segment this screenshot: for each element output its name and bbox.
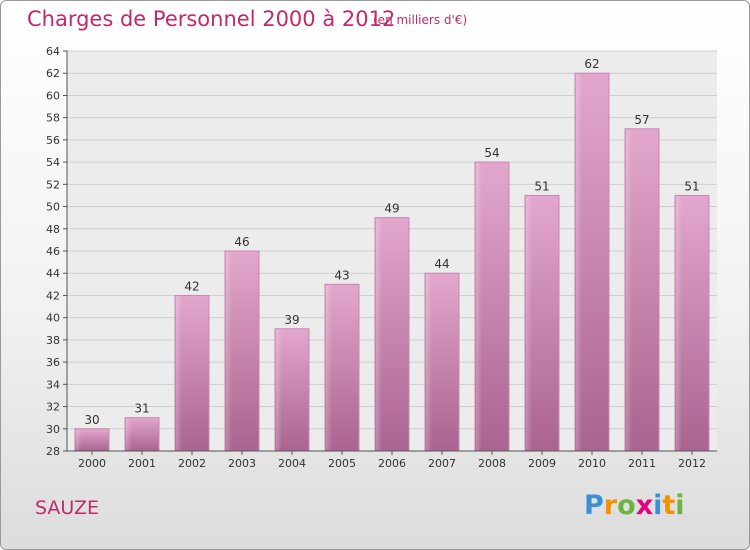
bar-highlight	[676, 196, 682, 450]
y-tick-label: 36	[46, 356, 60, 369]
bar-highlight	[126, 418, 132, 450]
data-label: 46	[234, 235, 249, 249]
logo-letter: i	[675, 490, 685, 521]
bar-highlight	[526, 196, 532, 450]
chart-title: Charges de Personnel 2000 à 2012	[27, 7, 396, 31]
x-tick-label: 2012	[678, 457, 706, 470]
data-label: 43	[334, 268, 349, 282]
data-label: 49	[384, 202, 399, 216]
y-tick-label: 48	[46, 223, 60, 236]
y-tick-label: 46	[46, 245, 60, 258]
x-tick-label: 2004	[278, 457, 306, 470]
y-tick-label: 58	[46, 112, 60, 125]
data-label: 42	[184, 279, 199, 293]
data-label: 62	[584, 57, 599, 71]
x-tick-label: 2011	[628, 457, 656, 470]
x-tick-label: 2007	[428, 457, 456, 470]
data-label: 44	[434, 257, 449, 271]
logo-letter: r	[603, 490, 618, 521]
logo-letter: o	[617, 490, 636, 521]
chart-subtitle: (en milliers d'€)	[373, 13, 468, 27]
y-tick-label: 40	[46, 312, 60, 325]
y-tick-label: 34	[46, 378, 60, 391]
bar-highlight	[226, 252, 232, 450]
x-tick-label: 2005	[328, 457, 356, 470]
x-tick-label: 2010	[578, 457, 606, 470]
bar-highlight	[76, 429, 82, 450]
x-tick-label: 2000	[78, 457, 106, 470]
y-tick-label: 44	[46, 267, 60, 280]
logo-letter: i	[653, 490, 663, 521]
bar-highlight	[376, 218, 382, 450]
y-tick-label: 42	[46, 289, 60, 302]
bar-highlight	[176, 296, 182, 450]
y-tick-label: 50	[46, 201, 60, 214]
y-tick-label: 56	[46, 134, 60, 147]
y-tick-label: 32	[46, 401, 60, 414]
x-tick-label: 2008	[478, 457, 506, 470]
place-name: SAUZE	[35, 497, 100, 519]
bar-highlight	[476, 163, 482, 450]
y-tick-label: 62	[46, 67, 60, 80]
data-label: 39	[284, 313, 299, 327]
logo-letter: P	[584, 490, 604, 521]
bar-highlight	[276, 329, 282, 450]
y-tick-label: 28	[46, 445, 60, 458]
y-tick-label: 38	[46, 334, 60, 347]
bar-highlight	[326, 285, 332, 450]
data-label: 51	[534, 179, 549, 193]
y-tick-label: 64	[46, 45, 60, 58]
y-tick-label: 30	[46, 423, 60, 436]
y-tick-label: 52	[46, 178, 60, 191]
proxiti-logo: Proxiti	[584, 490, 685, 521]
data-label: 30	[84, 413, 99, 427]
x-tick-label: 2006	[378, 457, 406, 470]
bar-highlight	[426, 274, 432, 450]
data-label: 51	[684, 179, 699, 193]
logo-letter: t	[662, 490, 676, 521]
bar-highlight	[626, 129, 632, 450]
data-label: 54	[484, 146, 499, 160]
y-tick-label: 60	[46, 89, 60, 102]
x-tick-label: 2003	[228, 457, 256, 470]
x-tick-label: 2009	[528, 457, 556, 470]
bar-highlight	[576, 74, 582, 450]
x-tick-label: 2002	[178, 457, 206, 470]
y-tick-label: 54	[46, 156, 60, 169]
data-label: 57	[634, 113, 649, 127]
x-tick-label: 2001	[128, 457, 156, 470]
logo-letter: x	[635, 490, 654, 521]
data-label: 31	[134, 402, 149, 416]
